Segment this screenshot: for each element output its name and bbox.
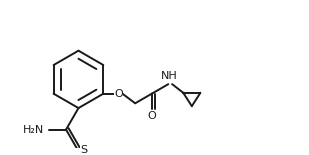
Text: H₂N: H₂N: [23, 125, 44, 135]
Text: NH: NH: [161, 71, 178, 81]
Text: O: O: [114, 89, 123, 99]
Text: O: O: [147, 111, 156, 121]
Text: S: S: [80, 145, 87, 155]
